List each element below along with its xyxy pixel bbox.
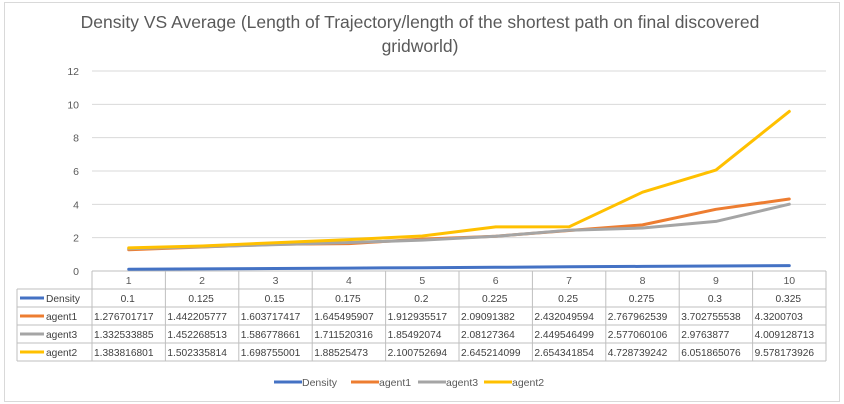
table-cell: 1.332533885 bbox=[94, 330, 154, 341]
y-tick-label: 4 bbox=[73, 199, 79, 211]
series-line-agent2 bbox=[127, 109, 791, 250]
x-tick-label: 9 bbox=[713, 275, 719, 287]
table-cell: 2.645214099 bbox=[461, 348, 521, 359]
table-cell: 0.125 bbox=[188, 294, 214, 305]
x-tick-label: 5 bbox=[419, 275, 425, 287]
table-cell: 1.276701717 bbox=[94, 312, 154, 323]
chart-frame bbox=[4, 2, 840, 402]
legend-label: agent1 bbox=[379, 377, 411, 389]
table-cell: 4.3200703 bbox=[755, 312, 803, 323]
table-cell: 0.175 bbox=[335, 294, 361, 305]
legend-label: agent2 bbox=[512, 377, 544, 389]
table-cell: 2.767962539 bbox=[608, 312, 668, 323]
table-cell: 0.15 bbox=[265, 294, 285, 305]
table-series-name: agent2 bbox=[46, 348, 77, 359]
chart-title: Density VS Average (Length of Trajectory… bbox=[60, 10, 780, 58]
table-cell: 6.051865076 bbox=[681, 348, 741, 359]
table-cell: 0.1 bbox=[121, 294, 135, 305]
y-tick-label: 2 bbox=[73, 233, 79, 245]
x-tick-label: 4 bbox=[346, 275, 352, 287]
table-cell: 0.3 bbox=[708, 294, 722, 305]
table-cell: 1.502335814 bbox=[167, 348, 227, 359]
table-cell: 1.603717417 bbox=[241, 312, 301, 323]
table-cell: 0.275 bbox=[629, 294, 655, 305]
table-cell: 1.586778661 bbox=[241, 330, 301, 341]
y-tick-label: 8 bbox=[73, 133, 79, 145]
y-tick-label: 12 bbox=[67, 66, 79, 78]
x-tick-label: 7 bbox=[566, 275, 572, 287]
legend-label: Density bbox=[302, 377, 338, 389]
table-cell: 2.9763877 bbox=[681, 330, 729, 341]
table-cell: 1.698755001 bbox=[241, 348, 301, 359]
table-cell: 2.449546499 bbox=[534, 330, 594, 341]
chart-title-line-2: gridworld) bbox=[381, 36, 459, 56]
table-cell: 4.728739242 bbox=[608, 348, 668, 359]
legend-label: agent3 bbox=[446, 377, 478, 389]
x-tick-label: 8 bbox=[640, 275, 646, 287]
table-cell: 0.2 bbox=[414, 294, 428, 305]
table-cell: 2.08127364 bbox=[461, 330, 515, 341]
y-tick-label: 0 bbox=[73, 266, 79, 278]
table-cell: 1.442205777 bbox=[167, 312, 227, 323]
table-cell: 0.25 bbox=[558, 294, 578, 305]
table-cell: 0.325 bbox=[776, 294, 802, 305]
y-tick-label: 10 bbox=[67, 99, 79, 111]
x-tick-label: 1 bbox=[126, 275, 132, 287]
table-cell: 1.452268513 bbox=[167, 330, 227, 341]
table-series-name: agent1 bbox=[46, 312, 77, 323]
x-tick-label: 2 bbox=[199, 275, 205, 287]
table-cell: 2.100752694 bbox=[388, 348, 448, 359]
table-cell: 1.383816801 bbox=[94, 348, 154, 359]
table-cell: 1.645495907 bbox=[314, 312, 374, 323]
table-cell: 0.225 bbox=[482, 294, 508, 305]
x-tick-label: 10 bbox=[783, 275, 795, 287]
table-cell: 2.09091382 bbox=[461, 312, 515, 323]
series-line-Density bbox=[127, 264, 791, 271]
table-series-name: agent3 bbox=[46, 330, 77, 341]
table-cell: 2.432049594 bbox=[534, 312, 594, 323]
table-cell: 2.577060106 bbox=[608, 330, 668, 341]
table-cell: 1.711520316 bbox=[314, 330, 373, 341]
x-tick-label: 6 bbox=[493, 275, 499, 287]
x-tick-label: 3 bbox=[273, 275, 279, 287]
series-line-agent3 bbox=[127, 202, 791, 251]
table-cell: 1.912935517 bbox=[388, 312, 448, 323]
table-cell: 1.88525473 bbox=[314, 348, 368, 359]
table-cell: 3.702755538 bbox=[681, 312, 741, 323]
y-tick-label: 6 bbox=[73, 166, 79, 178]
table-cell: 1.85492074 bbox=[388, 330, 442, 341]
table-cell: 4.009128713 bbox=[755, 330, 815, 341]
chart-title-line-1: Density VS Average (Length of Trajectory… bbox=[80, 12, 760, 32]
table-cell: 2.654341854 bbox=[534, 348, 594, 359]
table-cell: 9.578173926 bbox=[755, 348, 815, 359]
table-series-name: Density bbox=[46, 294, 81, 305]
